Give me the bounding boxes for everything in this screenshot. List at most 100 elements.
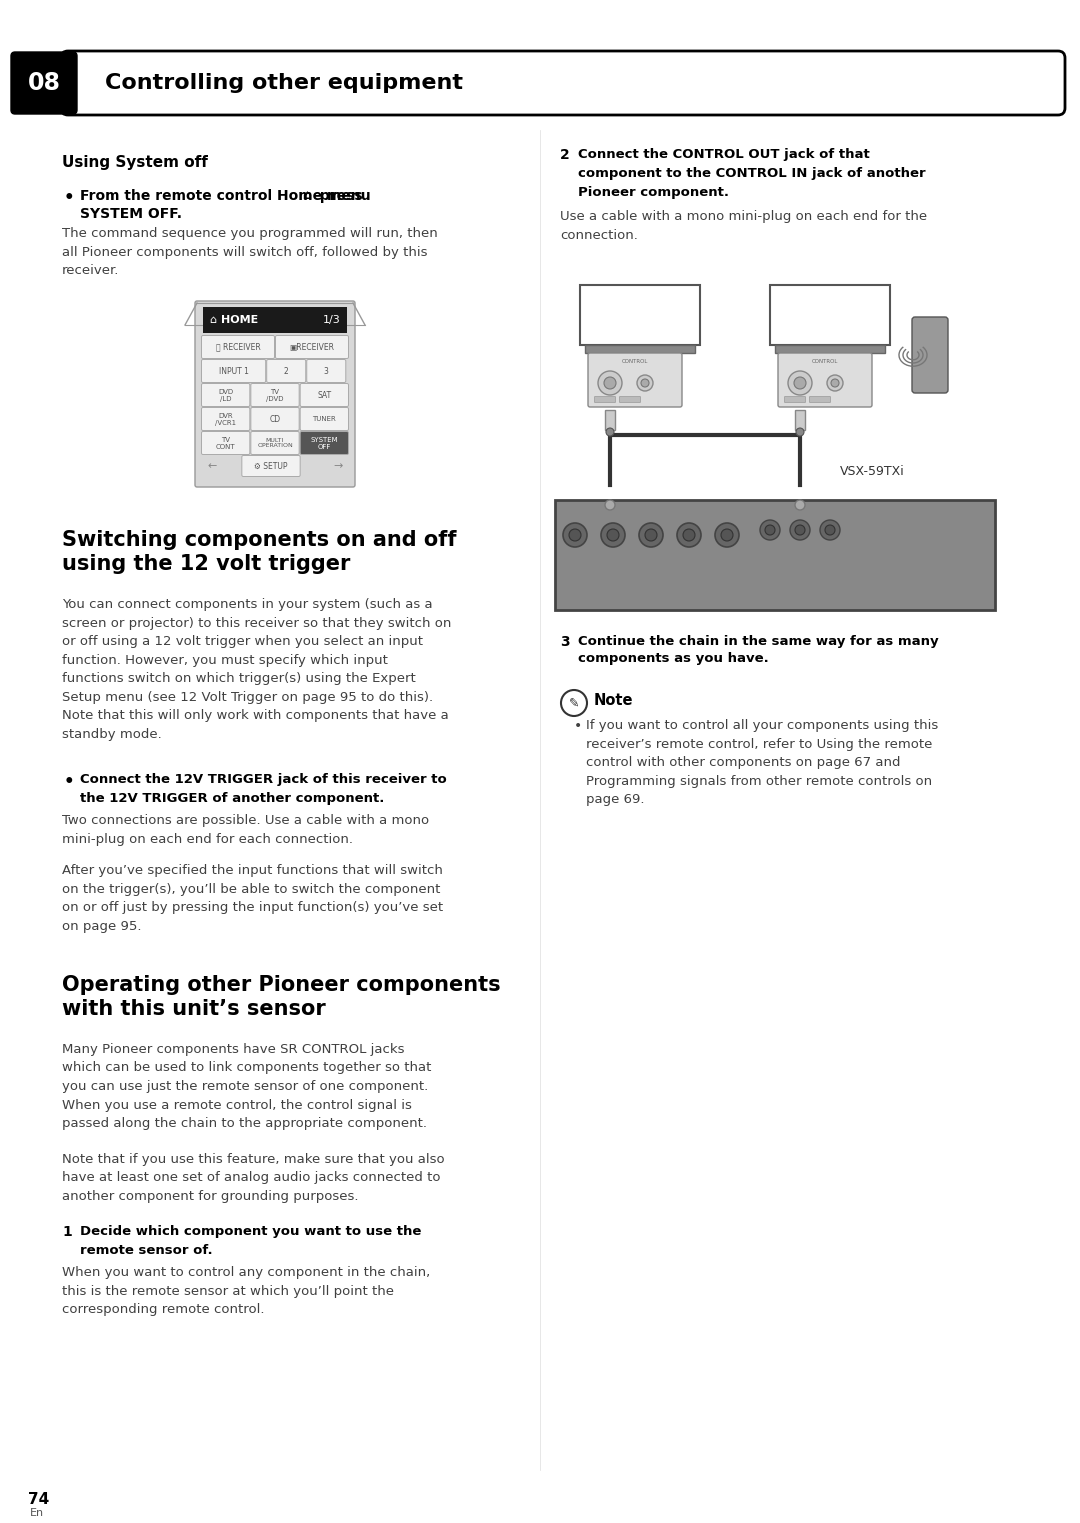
Bar: [585, 346, 696, 353]
FancyBboxPatch shape: [300, 384, 349, 407]
Circle shape: [795, 500, 805, 510]
Text: 08: 08: [27, 72, 60, 94]
Text: 3: 3: [324, 367, 328, 376]
FancyBboxPatch shape: [251, 384, 299, 407]
Text: MULTI
OPERATION: MULTI OPERATION: [257, 437, 293, 448]
Text: ⌂: ⌂: [210, 315, 216, 324]
Circle shape: [794, 378, 806, 388]
Text: 1: 1: [62, 1224, 71, 1240]
Text: INPUT 1: INPUT 1: [218, 367, 248, 376]
Text: Many Pioneer components have SR CONTROL jacks
which can be used to link componen: Many Pioneer components have SR CONTROL …: [62, 1043, 431, 1130]
FancyBboxPatch shape: [300, 408, 349, 431]
Circle shape: [796, 428, 804, 436]
Text: If you want to control all your components using this
receiver’s remote control,: If you want to control all your componen…: [586, 719, 939, 806]
Text: Note: Note: [594, 693, 634, 708]
Text: remote sensor of.: remote sensor of.: [80, 1244, 213, 1256]
Text: component to the CONTROL IN jack of another: component to the CONTROL IN jack of anot…: [578, 168, 926, 180]
Text: 2: 2: [561, 148, 570, 161]
Circle shape: [831, 379, 839, 387]
Circle shape: [642, 379, 649, 387]
Circle shape: [563, 522, 588, 547]
FancyBboxPatch shape: [784, 396, 806, 402]
Circle shape: [683, 528, 696, 541]
Circle shape: [607, 528, 619, 541]
FancyBboxPatch shape: [202, 431, 249, 454]
FancyBboxPatch shape: [11, 52, 77, 114]
Text: You can connect components in your system (such as a
screen or projector) to thi: You can connect components in your syste…: [62, 599, 451, 740]
Text: 74: 74: [28, 1493, 50, 1506]
FancyBboxPatch shape: [275, 335, 349, 358]
Text: Decide which component you want to use the: Decide which component you want to use t…: [80, 1224, 421, 1238]
FancyBboxPatch shape: [195, 302, 355, 487]
FancyBboxPatch shape: [588, 353, 681, 407]
Text: Note that if you use this feature, make sure that you also
have at least one set: Note that if you use this feature, make …: [62, 1153, 445, 1203]
Text: DVR
/VCR1: DVR /VCR1: [215, 413, 237, 425]
Text: CONTROL: CONTROL: [812, 358, 838, 364]
Bar: [770, 285, 890, 346]
Text: ⌂: ⌂: [302, 189, 311, 203]
FancyBboxPatch shape: [251, 431, 299, 454]
Text: CD: CD: [269, 414, 281, 423]
Text: When you want to control any component in the chain,
this is the remote sensor a: When you want to control any component i…: [62, 1266, 430, 1316]
Circle shape: [598, 372, 622, 394]
Text: ⚙ SETUP: ⚙ SETUP: [254, 461, 287, 471]
FancyBboxPatch shape: [620, 396, 640, 402]
Text: The command sequence you programmed will run, then
all Pioneer components will s: The command sequence you programmed will…: [62, 227, 437, 277]
Circle shape: [760, 519, 780, 541]
Circle shape: [765, 525, 775, 535]
Circle shape: [569, 528, 581, 541]
Text: En: En: [30, 1508, 44, 1518]
Text: Switching components on and off
using the 12 volt trigger: Switching components on and off using th…: [62, 530, 457, 574]
FancyBboxPatch shape: [251, 408, 299, 431]
Text: Connect the CONTROL OUT jack of that: Connect the CONTROL OUT jack of that: [578, 148, 869, 161]
FancyBboxPatch shape: [202, 359, 266, 382]
Circle shape: [721, 528, 733, 541]
FancyBboxPatch shape: [202, 408, 249, 431]
Text: 2: 2: [284, 367, 288, 376]
Bar: [580, 285, 700, 346]
Text: ✎: ✎: [569, 696, 579, 710]
Circle shape: [600, 522, 625, 547]
Text: Pioneer component.: Pioneer component.: [578, 186, 729, 200]
Bar: [203, 308, 347, 334]
Circle shape: [637, 375, 653, 391]
Text: After you’ve specified the input functions that will switch
on the trigger(s), y: After you’ve specified the input functio…: [62, 864, 443, 932]
Text: TV
CONT: TV CONT: [216, 437, 235, 449]
Text: DVD
/LD: DVD /LD: [218, 388, 233, 402]
Text: 1/3: 1/3: [323, 315, 341, 324]
Text: •: •: [573, 719, 582, 733]
Circle shape: [639, 522, 663, 547]
Text: Using System off: Using System off: [62, 155, 207, 171]
Text: TUNER: TUNER: [312, 416, 336, 422]
Text: Controlling other equipment: Controlling other equipment: [105, 73, 463, 93]
Text: Use a cable with a mono mini-plug on each end for the
connection.: Use a cable with a mono mini-plug on eac…: [561, 210, 927, 242]
FancyBboxPatch shape: [912, 317, 948, 393]
FancyBboxPatch shape: [307, 359, 346, 382]
Circle shape: [788, 372, 812, 394]
Text: HOME: HOME: [221, 315, 258, 324]
Text: •: •: [64, 189, 75, 207]
FancyBboxPatch shape: [60, 50, 1065, 116]
Circle shape: [827, 375, 843, 391]
Text: the 12V TRIGGER of another component.: the 12V TRIGGER of another component.: [80, 792, 384, 806]
Text: Connect the 12V TRIGGER jack of this receiver to: Connect the 12V TRIGGER jack of this rec…: [80, 774, 447, 786]
Text: 3: 3: [561, 635, 569, 649]
FancyBboxPatch shape: [242, 455, 300, 477]
Text: ▣RECEIVER: ▣RECEIVER: [289, 343, 335, 352]
Circle shape: [825, 525, 835, 535]
Circle shape: [604, 378, 616, 388]
Circle shape: [715, 522, 739, 547]
Text: press: press: [315, 189, 363, 203]
Text: Continue the chain in the same way for as many
components as you have.: Continue the chain in the same way for a…: [578, 635, 939, 666]
Circle shape: [820, 519, 840, 541]
Circle shape: [795, 525, 805, 535]
Text: →: →: [334, 461, 343, 471]
Circle shape: [561, 690, 588, 716]
Text: SYSTEM
OFF: SYSTEM OFF: [311, 437, 338, 449]
Text: Two connections are possible. Use a cable with a mono
mini-plug on each end for : Two connections are possible. Use a cabl…: [62, 813, 429, 845]
Text: Operating other Pioneer components
with this unit’s sensor: Operating other Pioneer components with …: [62, 975, 501, 1019]
Bar: [555, 500, 995, 611]
Text: ←: ←: [207, 461, 216, 471]
Bar: [795, 410, 805, 429]
Circle shape: [677, 522, 701, 547]
